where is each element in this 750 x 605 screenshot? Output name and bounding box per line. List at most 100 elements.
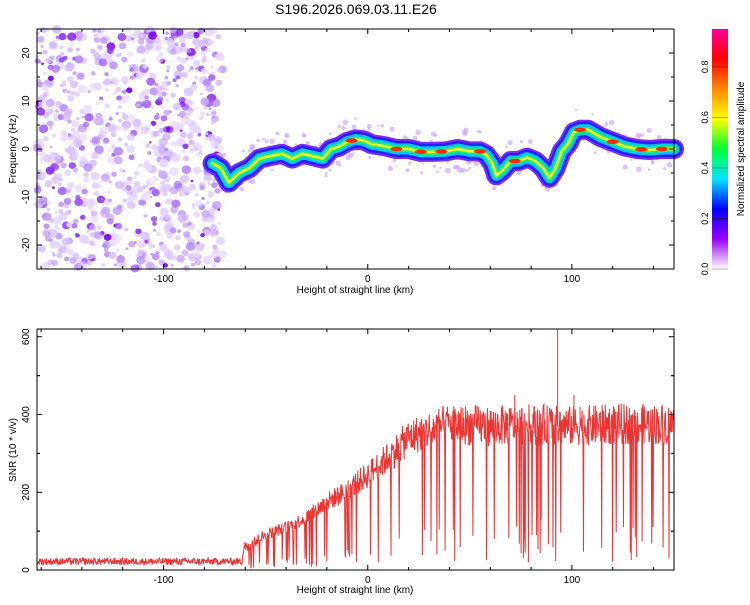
noise-blob [51, 186, 55, 190]
ridge-halo-dot [630, 158, 633, 162]
ridge-halo-dot [328, 132, 332, 135]
noise-blob [51, 64, 61, 73]
spectrogram-ytick-label: 10 [21, 95, 32, 107]
noise-blob [148, 31, 158, 40]
noise-blob [182, 143, 189, 150]
ridge-hotspot [414, 149, 427, 155]
noise-blob [74, 55, 84, 64]
noise-blob [162, 39, 166, 43]
noise-blob [175, 75, 181, 80]
noise-blob [48, 84, 52, 88]
noise-blob [152, 221, 157, 226]
noise-blob [213, 99, 221, 107]
noise-blob [158, 259, 166, 266]
noise-blob [116, 255, 125, 263]
noise-blob [201, 216, 208, 223]
noise-blob [92, 28, 97, 33]
colorbar-label: Normalized spectral amplitude [736, 81, 747, 216]
noise-blob [36, 107, 46, 116]
noise-blob [122, 198, 127, 203]
noise-blob [121, 89, 127, 94]
noise-blob [47, 111, 51, 115]
noise-blob [179, 131, 187, 138]
ridge-halo-dot [434, 133, 438, 137]
noise-blob [94, 145, 104, 154]
spectrogram-ytick-label: 20 [21, 47, 32, 59]
noise-blob [75, 116, 80, 121]
noise-blob [154, 82, 159, 87]
noise-blob [71, 223, 78, 229]
noise-blob [42, 201, 46, 205]
noise-blob [63, 256, 70, 262]
colorbar: 0.0 0.2 0.4 0.6 0.8 Normalized spectral ampl… [700, 29, 747, 275]
ridge-hotspot [474, 149, 487, 154]
noise-blob [161, 91, 167, 97]
noise-blob [200, 233, 205, 238]
noise-blob [42, 90, 50, 97]
noise-blob [126, 145, 136, 153]
noise-blob [105, 88, 109, 92]
noise-blob [128, 154, 135, 161]
noise-blob [107, 198, 112, 203]
noise-blob [60, 188, 65, 192]
noise-blob [114, 222, 123, 230]
noise-blob [58, 32, 67, 41]
noise-blob [155, 84, 164, 92]
ridge-halo-dot [256, 138, 260, 143]
noise-blob [108, 117, 113, 121]
noise-blob [159, 208, 167, 216]
ridge-halo-dot [351, 124, 357, 130]
noise-blob [42, 136, 49, 142]
noise-blob [105, 250, 109, 255]
noise-blob [217, 222, 221, 225]
noise-blob [107, 148, 112, 153]
noise-blob [180, 57, 188, 64]
noise-blob [89, 224, 97, 231]
noise-blob [185, 242, 196, 251]
noise-blob [66, 181, 75, 189]
noise-blob [65, 189, 71, 194]
ridge-halo-dot [663, 166, 667, 170]
noise-blob [212, 244, 218, 250]
noise-blob [167, 41, 174, 47]
ridge-halo-dot [650, 159, 655, 163]
noise-blob [108, 251, 117, 259]
noise-blob [126, 51, 133, 58]
noise-blob [205, 84, 215, 93]
ridge-halo-dot [454, 164, 460, 170]
noise-blob [158, 137, 169, 147]
ridge-halo-dot [593, 151, 597, 155]
noise-blob [166, 233, 173, 239]
noise-blob [192, 31, 200, 39]
noise-blob [211, 263, 217, 268]
noise-blob [41, 83, 50, 91]
ridge-halo-dot [415, 129, 421, 135]
noise-blob [170, 49, 177, 55]
noise-blob [100, 173, 111, 182]
noise-blob [45, 166, 55, 175]
noise-blob [165, 98, 169, 102]
noise-blob [135, 72, 143, 80]
noise-blob [215, 79, 223, 86]
noise-blob [169, 227, 177, 234]
noise-blob [211, 182, 218, 189]
ridge-halo-dot [392, 158, 397, 163]
noise-blob [98, 58, 108, 67]
ridge-halo-dot [604, 122, 609, 127]
noise-blob [45, 57, 53, 64]
ridge-halo-dot [666, 162, 672, 168]
noise-blob [128, 240, 136, 248]
noise-blob [189, 107, 193, 111]
noise-blob [94, 191, 100, 196]
ridge-halo-dot [468, 166, 472, 170]
noise-blob [202, 255, 213, 265]
noise-blob [76, 129, 80, 132]
colorbar-tick-label: 0.8 [700, 61, 710, 74]
ridge-hotspot [606, 139, 619, 145]
noise-blob [61, 80, 67, 85]
ridge-halo-dot [301, 132, 306, 138]
noise-blob [107, 155, 117, 165]
noise-blob [181, 72, 188, 79]
noise-blob [64, 169, 72, 176]
ridge-halo-dot [222, 152, 227, 157]
